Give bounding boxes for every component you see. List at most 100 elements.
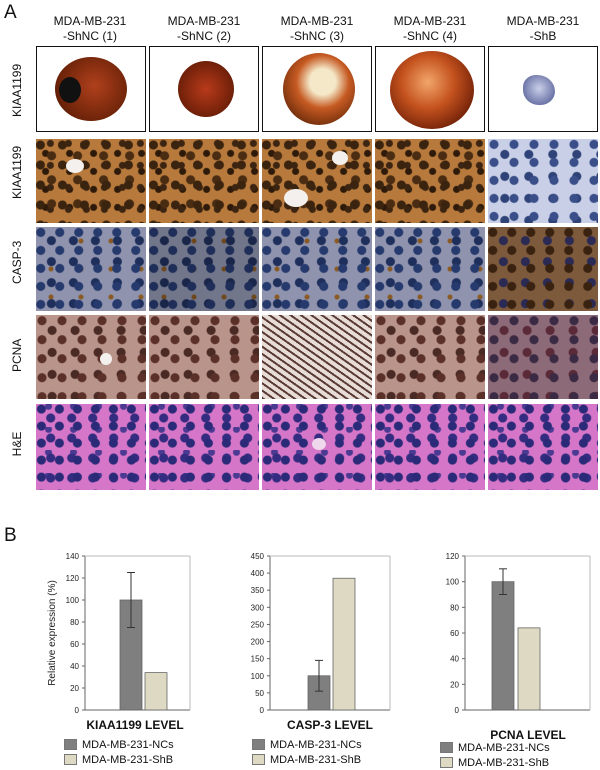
he-stain-image <box>149 404 259 490</box>
column-header-line1: MDA-MB-231 <box>506 14 580 28</box>
legend-swatch-nc <box>64 739 77 750</box>
column-header-line2: -ShNC (4) <box>402 29 457 43</box>
ihc-image-pcna <box>488 315 598 399</box>
he-stain-image <box>375 404 485 490</box>
ihc-image-kiaa1199 <box>262 139 372 223</box>
y-tick-label: 300 <box>251 603 265 612</box>
gross-tumor-image <box>488 46 598 132</box>
ihc-image-kiaa1199 <box>488 139 598 223</box>
legend-item-nc: MDA-MB-231-NCs <box>440 740 550 755</box>
legend-swatch-nc <box>252 739 265 750</box>
legend-label-nc: MDA-MB-231-NCs <box>458 741 550 754</box>
bar-shb <box>332 577 356 711</box>
legend-swatch-shb <box>252 754 265 765</box>
y-tick-label: 0 <box>455 706 460 715</box>
gross-tumor-image <box>36 46 146 132</box>
chart-casp3: 0 50 100 150 200 250 300 350 400 450 <box>200 548 400 723</box>
legend-swatch-shb <box>64 754 77 765</box>
y-tick-label: 40 <box>70 662 79 671</box>
column-header-line2: -ShNC (3) <box>289 29 344 43</box>
y-tick-label: 100 <box>251 672 265 681</box>
column-header-shnc-1: MDA-MB-231 -ShNC (1) <box>34 14 146 44</box>
row-label-he: H&E <box>10 431 24 457</box>
row-label-kiaa1199-ihc: KIAA1199 <box>10 145 24 199</box>
y-tick-label: 0 <box>260 706 265 715</box>
ihc-image-kiaa1199 <box>36 139 146 223</box>
y-tick-label: 450 <box>251 552 265 561</box>
legend-label-shb: MDA-MB-231-ShB <box>270 753 362 766</box>
y-tick-label: 350 <box>251 586 265 595</box>
y-tick-label: 200 <box>251 638 265 647</box>
column-header-line1: MDA-MB-231 <box>167 14 241 28</box>
ihc-image-kiaa1199 <box>149 139 259 223</box>
panel-label-a: A <box>4 2 17 23</box>
column-header-line2: -ShNC (2) <box>176 29 231 43</box>
chart-casp3-plot: 0 50 100 150 200 250 300 350 400 450 <box>251 552 391 715</box>
he-stain-image <box>36 404 146 490</box>
legend-pcna: MDA-MB-231-NCs MDA-MB-231-ShB <box>440 740 550 770</box>
ihc-image-casp3 <box>262 227 372 311</box>
column-header-line1: MDA-MB-231 <box>280 14 354 28</box>
y-tick-label: 50 <box>255 689 264 698</box>
y-tick-label: 20 <box>70 684 79 693</box>
he-stain-image <box>262 404 372 490</box>
column-header-shnc-3: MDA-MB-231 -ShNC (3) <box>261 14 373 44</box>
bar-shb <box>144 672 168 711</box>
legend-label-shb: MDA-MB-231-ShB <box>458 756 550 769</box>
legend-label-nc: MDA-MB-231-NCs <box>82 738 174 751</box>
column-header-line1: MDA-MB-231 <box>53 14 127 28</box>
panel-label-b: B <box>4 525 17 546</box>
chart-title-kiaa1199: KIAA1199 LEVEL <box>86 718 184 732</box>
he-stain-image <box>488 404 598 490</box>
y-axis-label: Relative expression (%) <box>47 580 58 686</box>
ihc-image-pcna <box>375 315 485 399</box>
legend-casp3: MDA-MB-231-NCs MDA-MB-231-ShB <box>252 737 362 767</box>
row-label-pcna: PCNA <box>10 338 24 372</box>
row-label-kiaa1199-gross: KIAA1199 <box>10 63 24 117</box>
y-tick-label: 150 <box>251 655 265 664</box>
column-header-shnc-4: MDA-MB-231 -ShNC (4) <box>374 14 486 44</box>
bar-shb <box>517 627 541 711</box>
y-tick-label: 400 <box>251 569 265 578</box>
gross-tumor-image <box>149 46 259 132</box>
chart-pcna: 0 20 40 60 80 100 120 <box>400 548 600 723</box>
legend-label-nc: MDA-MB-231-NCs <box>270 738 362 751</box>
y-tick-label: 40 <box>450 655 459 664</box>
legend-swatch-shb <box>440 757 453 768</box>
column-header-shnc-2: MDA-MB-231 -ShNC (2) <box>148 14 260 44</box>
y-tick-label: 120 <box>446 552 460 561</box>
chart-pcna-plot: 0 20 40 60 80 100 120 <box>446 552 591 715</box>
legend-kiaa1199: MDA-MB-231-NCs MDA-MB-231-ShB <box>64 737 174 767</box>
column-header-shb: MDA-MB-231 -ShB <box>487 14 599 44</box>
chart-title-pcna: PCNA LEVEL <box>490 728 566 742</box>
y-tick-label: 20 <box>450 680 459 689</box>
ihc-image-pcna <box>262 315 372 399</box>
ihc-image-casp3 <box>149 227 259 311</box>
ihc-image-pcna <box>149 315 259 399</box>
chart-kiaa1199-plot: 0 20 40 60 80 100 120 140 Relative expression (%… <box>47 552 191 715</box>
y-tick-label: 100 <box>66 596 80 605</box>
ihc-image-pcna <box>36 315 146 399</box>
bar-nc <box>491 581 515 711</box>
y-tick-label: 80 <box>450 603 459 612</box>
gross-tumor-image <box>262 46 372 132</box>
legend-label-shb: MDA-MB-231-ShB <box>82 753 174 766</box>
gross-tumor-image <box>375 46 485 132</box>
ihc-image-casp3 <box>36 227 146 311</box>
ihc-image-casp3 <box>488 227 598 311</box>
ihc-image-casp3 <box>375 227 485 311</box>
y-tick-label: 140 <box>66 552 80 561</box>
column-header-line2: -ShNC (1) <box>62 29 117 43</box>
legend-item-shb: MDA-MB-231-ShB <box>252 752 362 767</box>
y-tick-label: 100 <box>446 578 460 587</box>
legend-item-nc: MDA-MB-231-NCs <box>252 737 362 752</box>
chart-kiaa1199: 0 20 40 60 80 100 120 140 Relative expression (%… <box>0 548 200 723</box>
legend-item-shb: MDA-MB-231-ShB <box>64 752 174 767</box>
row-label-casp3: CASP-3 <box>10 240 24 284</box>
y-tick-label: 80 <box>70 618 79 627</box>
legend-item-nc: MDA-MB-231-NCs <box>64 737 174 752</box>
legend-swatch-nc <box>440 742 453 753</box>
column-header-line2: -ShB <box>529 29 557 43</box>
y-tick-label: 60 <box>70 640 79 649</box>
y-tick-label: 60 <box>450 629 459 638</box>
